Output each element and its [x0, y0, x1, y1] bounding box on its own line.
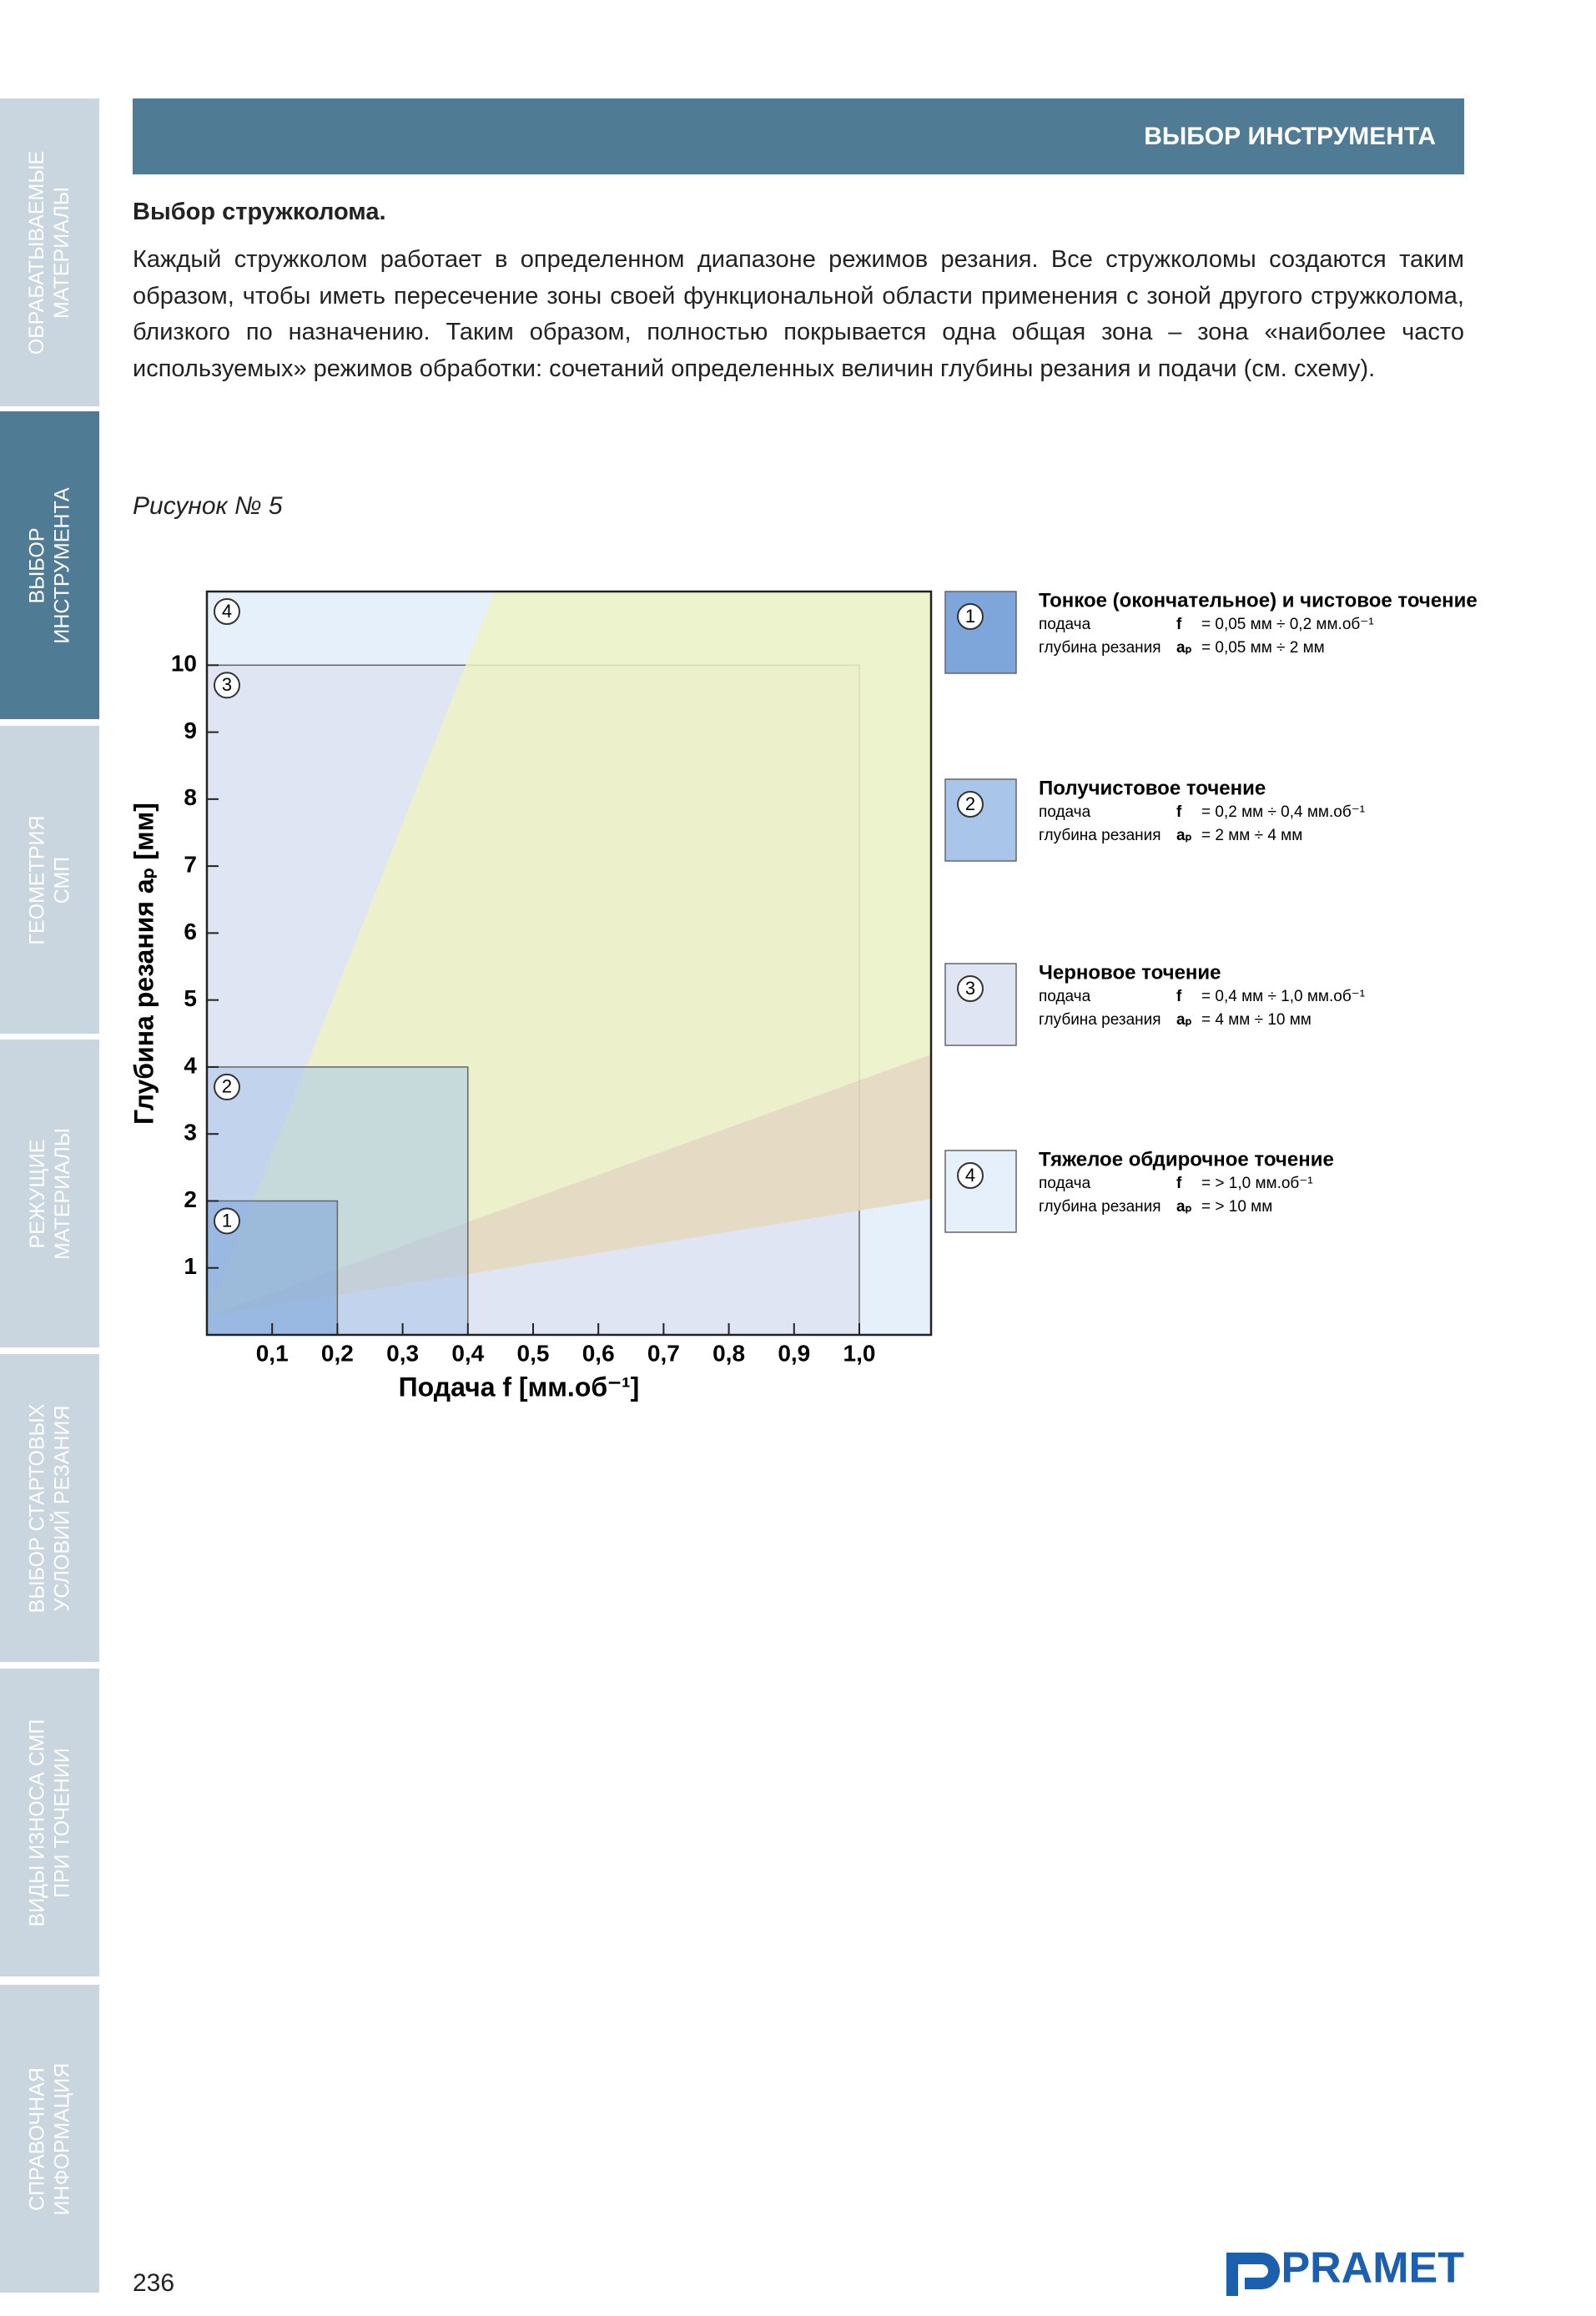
y-tick-label: 5: [184, 985, 197, 1011]
legend-depth-label: глубина резания: [1039, 639, 1161, 657]
legend-feed-label: подача: [1039, 988, 1091, 1005]
y-tick-label: 1: [184, 1253, 197, 1279]
y-tick-label: 9: [184, 717, 197, 743]
x-tick-label: 0,5: [517, 1340, 550, 1366]
legend-feed-value: = 0,4 мм ÷ 1,0 мм.об⁻¹: [1201, 988, 1365, 1005]
zone-marker: [957, 1162, 984, 1189]
x-tick-label: 0,6: [582, 1340, 615, 1366]
x-tick-label: 0,7: [647, 1340, 680, 1366]
legend-depth-label: глубина резания: [1039, 1198, 1161, 1216]
page-number: 236: [133, 2269, 175, 2297]
zone-marker-label: 1: [965, 606, 975, 627]
zone-marker: [214, 672, 240, 699]
sidebar-tab[interactable]: СПРАВОЧНАЯ ИНФОРМАЦИЯ: [0, 1985, 99, 2293]
legend-feed-value: = > 1,0 мм.об⁻¹: [1201, 1175, 1313, 1192]
legend-depth-value: = > 10 мм: [1201, 1198, 1272, 1216]
legend-swatch: [944, 778, 1017, 862]
zone-marker: [214, 1207, 240, 1235]
legend-swatch: [944, 963, 1017, 1046]
section-heading: Выбор стружколома.: [133, 199, 386, 225]
x-tick-label: 0,1: [256, 1340, 289, 1366]
zone-marker-label: 1: [222, 1210, 232, 1231]
sidebar-tab[interactable]: РЕЖУЩИЕ МАТЕРИАЛЫ: [0, 1040, 99, 1347]
y-tick-label: 7: [184, 851, 197, 877]
x-tick-label: 0,3: [386, 1340, 419, 1366]
logo: PRAMET: [1281, 2244, 1464, 2293]
legend-feed-label: подача: [1039, 616, 1091, 633]
paragraph: Каждый стружколом работает в определенно…: [133, 246, 1464, 382]
zone-marker: [957, 975, 984, 1002]
y-tick-label: 10: [171, 651, 197, 677]
legend-title: Получистовое точение: [1039, 777, 1266, 799]
legend-feed-value: = 0,05 мм ÷ 0,2 мм.об⁻¹: [1201, 616, 1374, 633]
legend-title: Тяжелое обдирочное точение: [1039, 1148, 1334, 1171]
legend-depth-symbol: aₚ: [1176, 827, 1192, 844]
legend-title: Черновое точение: [1039, 961, 1221, 984]
x-tick-label: 0,4: [451, 1340, 484, 1366]
legend-feed-label: подача: [1039, 803, 1091, 821]
x-tick-label: 0,8: [712, 1340, 745, 1366]
legend-depth-value: = 4 мм ÷ 10 мм: [1201, 1011, 1312, 1029]
legend-feed-label: подача: [1039, 1175, 1091, 1192]
figure-caption: Рисунок № 5: [133, 492, 283, 520]
legend-feed-symbol: f: [1176, 988, 1182, 1005]
zone-marker: [957, 791, 984, 818]
sidebar-tab[interactable]: ВЫБОР СТАРТОВЫХ УСЛОВИЙ РЕЗАНИЯ: [0, 1354, 99, 1662]
sidebar-tab[interactable]: ОБРАБАТЫВАЕМЫЕ МАТЕРИАЛЫ: [0, 98, 99, 406]
legend-depth-symbol: aₚ: [1176, 1198, 1192, 1216]
legend-feed-value: = 0,2 мм ÷ 0,4 мм.об⁻¹: [1201, 803, 1365, 821]
x-tick-label: 1,0: [843, 1340, 876, 1366]
legend-feed-symbol: f: [1176, 616, 1182, 633]
zone-marker-label: 4: [965, 1165, 975, 1186]
logo-icon: [1226, 2253, 1280, 2296]
header-bar: ВЫБОР ИНСТРУМЕНТА: [133, 98, 1464, 174]
sidebar-tab[interactable]: ГЕОМЕТРИЯ СМП: [0, 726, 99, 1034]
zone-marker-label: 3: [965, 978, 975, 999]
sidebar-tab[interactable]: ВЫБОР ИНСТРУМЕНТА: [0, 411, 99, 719]
x-tick-label: 0,9: [778, 1340, 810, 1366]
legend-swatch: [944, 591, 1017, 674]
legend-depth-value: = 0,05 мм ÷ 2 мм: [1201, 639, 1325, 657]
y-tick-label: 6: [184, 919, 197, 944]
zone-marker-label: 2: [965, 793, 975, 814]
x-tick-label: 0,2: [321, 1340, 354, 1366]
legend-depth-symbol: aₚ: [1176, 639, 1192, 657]
y-axis-label: Глубина резания aₚ [мм]: [128, 803, 159, 1125]
y-tick-label: 2: [184, 1186, 197, 1212]
legend-feed-symbol: f: [1176, 1175, 1182, 1192]
x-axis-label: Подача f [мм.об⁻¹]: [399, 1372, 640, 1402]
legend-depth-value: = 2 мм ÷ 4 мм: [1201, 827, 1302, 844]
zone-marker-label: 4: [222, 601, 232, 622]
zone-marker: [214, 598, 240, 625]
zone-marker: [214, 1073, 240, 1100]
legend-swatch: [944, 1150, 1017, 1233]
zone-marker-label: 3: [222, 674, 232, 695]
y-tick-label: 3: [184, 1120, 197, 1145]
legend-title: Тонкое (окончательное) и чистовое точени…: [1039, 589, 1478, 612]
legend-depth-label: глубина резания: [1039, 1011, 1161, 1029]
y-tick-label: 4: [184, 1052, 197, 1078]
legend-depth-symbol: aₚ: [1176, 1011, 1192, 1029]
header-title: ВЫБОР ИНСТРУМЕНТА: [1144, 122, 1436, 150]
sidebar-tab[interactable]: ВИДЫ ИЗНОСА СМП ПРИ ТОЧЕНИИ: [0, 1669, 99, 1976]
plot-frame: [205, 590, 933, 1337]
zone-marker: [957, 603, 984, 630]
zone-marker-label: 2: [222, 1076, 232, 1097]
legend-feed-symbol: f: [1176, 803, 1182, 821]
legend-depth-label: глубина резания: [1039, 827, 1161, 844]
y-tick-label: 8: [184, 784, 197, 810]
